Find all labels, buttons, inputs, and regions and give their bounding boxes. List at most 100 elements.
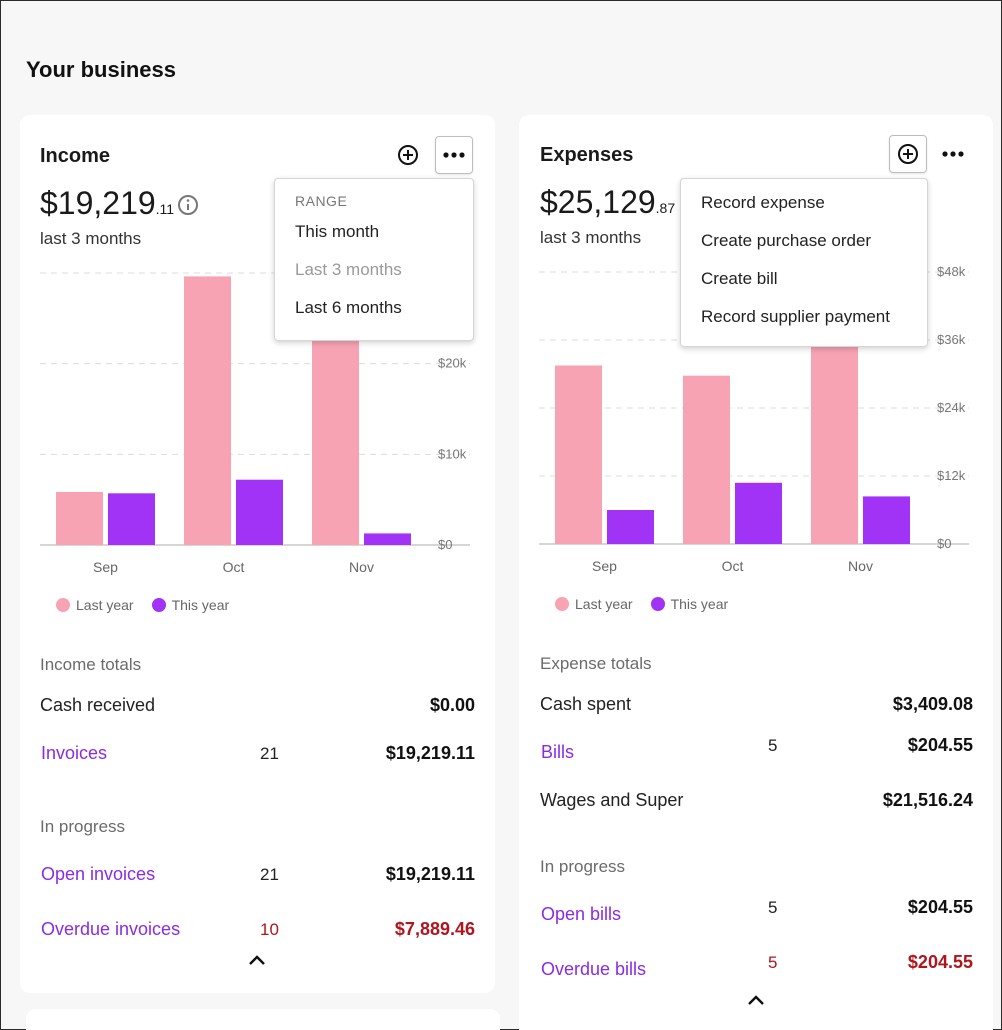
y-tick-label: $10k — [438, 446, 467, 461]
bills-amount: $204.55 — [907, 735, 973, 755]
menu-item-record-expense[interactable]: Record expense — [701, 193, 825, 212]
y-tick-label: $36k — [937, 332, 966, 347]
income-amount: $19,219.11 — [40, 185, 174, 222]
bar-last-year-sep — [555, 365, 602, 544]
menu-item-create-purchase-order[interactable]: Create purchase order — [701, 231, 872, 250]
y-tick-label: $0 — [937, 536, 951, 551]
bar-last-year-sep — [56, 491, 103, 545]
income-more-button[interactable] — [435, 136, 473, 174]
expenses-add-button[interactable] — [889, 135, 927, 173]
legend-dot-this-year — [650, 597, 665, 611]
overdue-bills-amount: $204.55 — [907, 952, 973, 972]
cash-received-amount: $0.00 — [429, 695, 475, 715]
expenses-add-menu: Record expense Create purchase order Cre… — [680, 178, 928, 347]
bar-this-year-oct — [735, 482, 782, 544]
expenses-legend: Last year This year — [555, 596, 728, 612]
income-card: Income $19,219.11 last 3 months $0 $10k $2… — [20, 115, 495, 993]
expense-totals-label: Expense totals — [540, 654, 652, 673]
legend-dot-last-year — [555, 597, 569, 611]
legend-dot-last-year — [56, 598, 70, 612]
expenses-amount: $25,129.87 — [540, 184, 675, 221]
chevron-up-icon[interactable] — [746, 993, 766, 1007]
income-in-progress-label: In progress — [40, 817, 126, 836]
expenses-card: Expenses $25,129.87 last 3 months $0 $12k… — [519, 115, 993, 1030]
x-tick-label: Sep — [592, 558, 617, 574]
x-tick-label: Sep — [93, 559, 118, 575]
expenses-in-progress-label: In progress — [540, 857, 626, 876]
x-tick-label: Oct — [223, 559, 245, 575]
bar-this-year-nov — [863, 496, 910, 544]
add-circle-icon — [898, 144, 918, 164]
legend-label-this-year: This year — [171, 597, 230, 613]
bar-this-year-oct — [236, 479, 283, 545]
wages-label: Wages and Super — [540, 790, 684, 810]
y-tick-label: $12k — [937, 468, 966, 483]
open-invoices-count: 21 — [260, 865, 279, 884]
bar-last-year-oct — [184, 276, 231, 545]
bills-count: 5 — [768, 736, 778, 755]
expenses-chart: $0 $12k $24k $36k $48k Sep Oct Nov — [539, 264, 969, 574]
more-dots-icon — [443, 152, 465, 158]
invoices-amount: $19,219.11 — [385, 743, 475, 763]
open-bills-count: 5 — [768, 898, 778, 917]
cash-received-label: Cash received — [40, 695, 156, 715]
bar-last-year-nov — [811, 325, 858, 544]
bar-last-year-oct — [683, 375, 730, 544]
info-icon[interactable] — [177, 194, 199, 216]
legend-label-last-year: Last year — [76, 597, 134, 613]
bills-link[interactable]: Bills — [541, 742, 575, 762]
open-invoices-amount: $19,219.11 — [385, 864, 475, 884]
bar-last-year-nov — [312, 327, 359, 545]
wages-amount: $21,516.24 — [882, 790, 973, 810]
income-amount-main: $19,219 — [40, 185, 156, 221]
overdue-bills-link[interactable]: Overdue bills — [541, 959, 647, 979]
y-tick-label: $24k — [937, 400, 966, 415]
income-totals-label: Income totals — [40, 655, 142, 674]
expenses-amount-cents: .87 — [655, 200, 676, 216]
legend-label-last-year: Last year — [575, 596, 633, 612]
x-tick-label: Nov — [848, 558, 873, 574]
cash-spent-label: Cash spent — [540, 694, 632, 714]
legend-label-this-year: This year — [670, 596, 729, 612]
income-range-menu: RANGE This month Last 3 months Last 6 mo… — [274, 178, 474, 341]
invoices-link[interactable]: Invoices — [41, 743, 108, 763]
range-menu-header: RANGE — [295, 193, 348, 209]
chevron-up-icon[interactable] — [247, 953, 267, 967]
income-title: Income — [40, 145, 111, 167]
range-menu-item-this-month[interactable]: This month — [295, 222, 380, 241]
invoices-count: 21 — [260, 744, 279, 763]
expenses-period: last 3 months — [540, 228, 642, 247]
next-card — [26, 1009, 500, 1030]
menu-item-create-bill[interactable]: Create bill — [701, 269, 778, 288]
more-dots-icon — [942, 151, 964, 157]
page-title: Your business — [26, 57, 176, 82]
expenses-more-button[interactable] — [934, 135, 972, 173]
income-add-button[interactable] — [389, 136, 427, 174]
open-bills-link[interactable]: Open bills — [541, 904, 622, 924]
y-tick-label: $20k — [438, 356, 467, 371]
range-menu-item-last-6-months[interactable]: Last 6 months — [295, 298, 402, 317]
bar-this-year-nov — [364, 533, 411, 545]
range-menu-item-last-3-months: Last 3 months — [295, 260, 402, 279]
legend-item-last-year: Last year — [555, 596, 633, 612]
bar-this-year-sep — [108, 493, 155, 545]
expenses-amount-main: $25,129 — [540, 184, 656, 220]
overdue-invoices-link[interactable]: Overdue invoices — [41, 919, 181, 939]
add-circle-icon — [398, 145, 418, 165]
overdue-invoices-amount: $7,889.46 — [394, 919, 475, 939]
x-tick-label: Nov — [349, 559, 374, 575]
legend-dot-this-year — [151, 598, 166, 612]
y-tick-label: $0 — [438, 537, 452, 552]
open-invoices-link[interactable]: Open invoices — [41, 864, 156, 884]
income-legend: Last year This year — [56, 597, 229, 613]
overdue-bills-count: 5 — [768, 953, 778, 972]
open-bills-amount: $204.55 — [907, 897, 973, 917]
income-chart: $0$10k$20k$30kSepOctNov — [40, 265, 470, 575]
menu-item-record-supplier-payment[interactable]: Record supplier payment — [701, 307, 890, 326]
legend-item-this-year: This year — [151, 597, 230, 613]
bar-this-year-sep — [607, 510, 654, 544]
income-period: last 3 months — [40, 229, 142, 248]
income-amount-cents: .11 — [155, 201, 175, 217]
overdue-invoices-count: 10 — [260, 920, 279, 939]
cash-spent-amount: $3,409.08 — [892, 694, 973, 714]
